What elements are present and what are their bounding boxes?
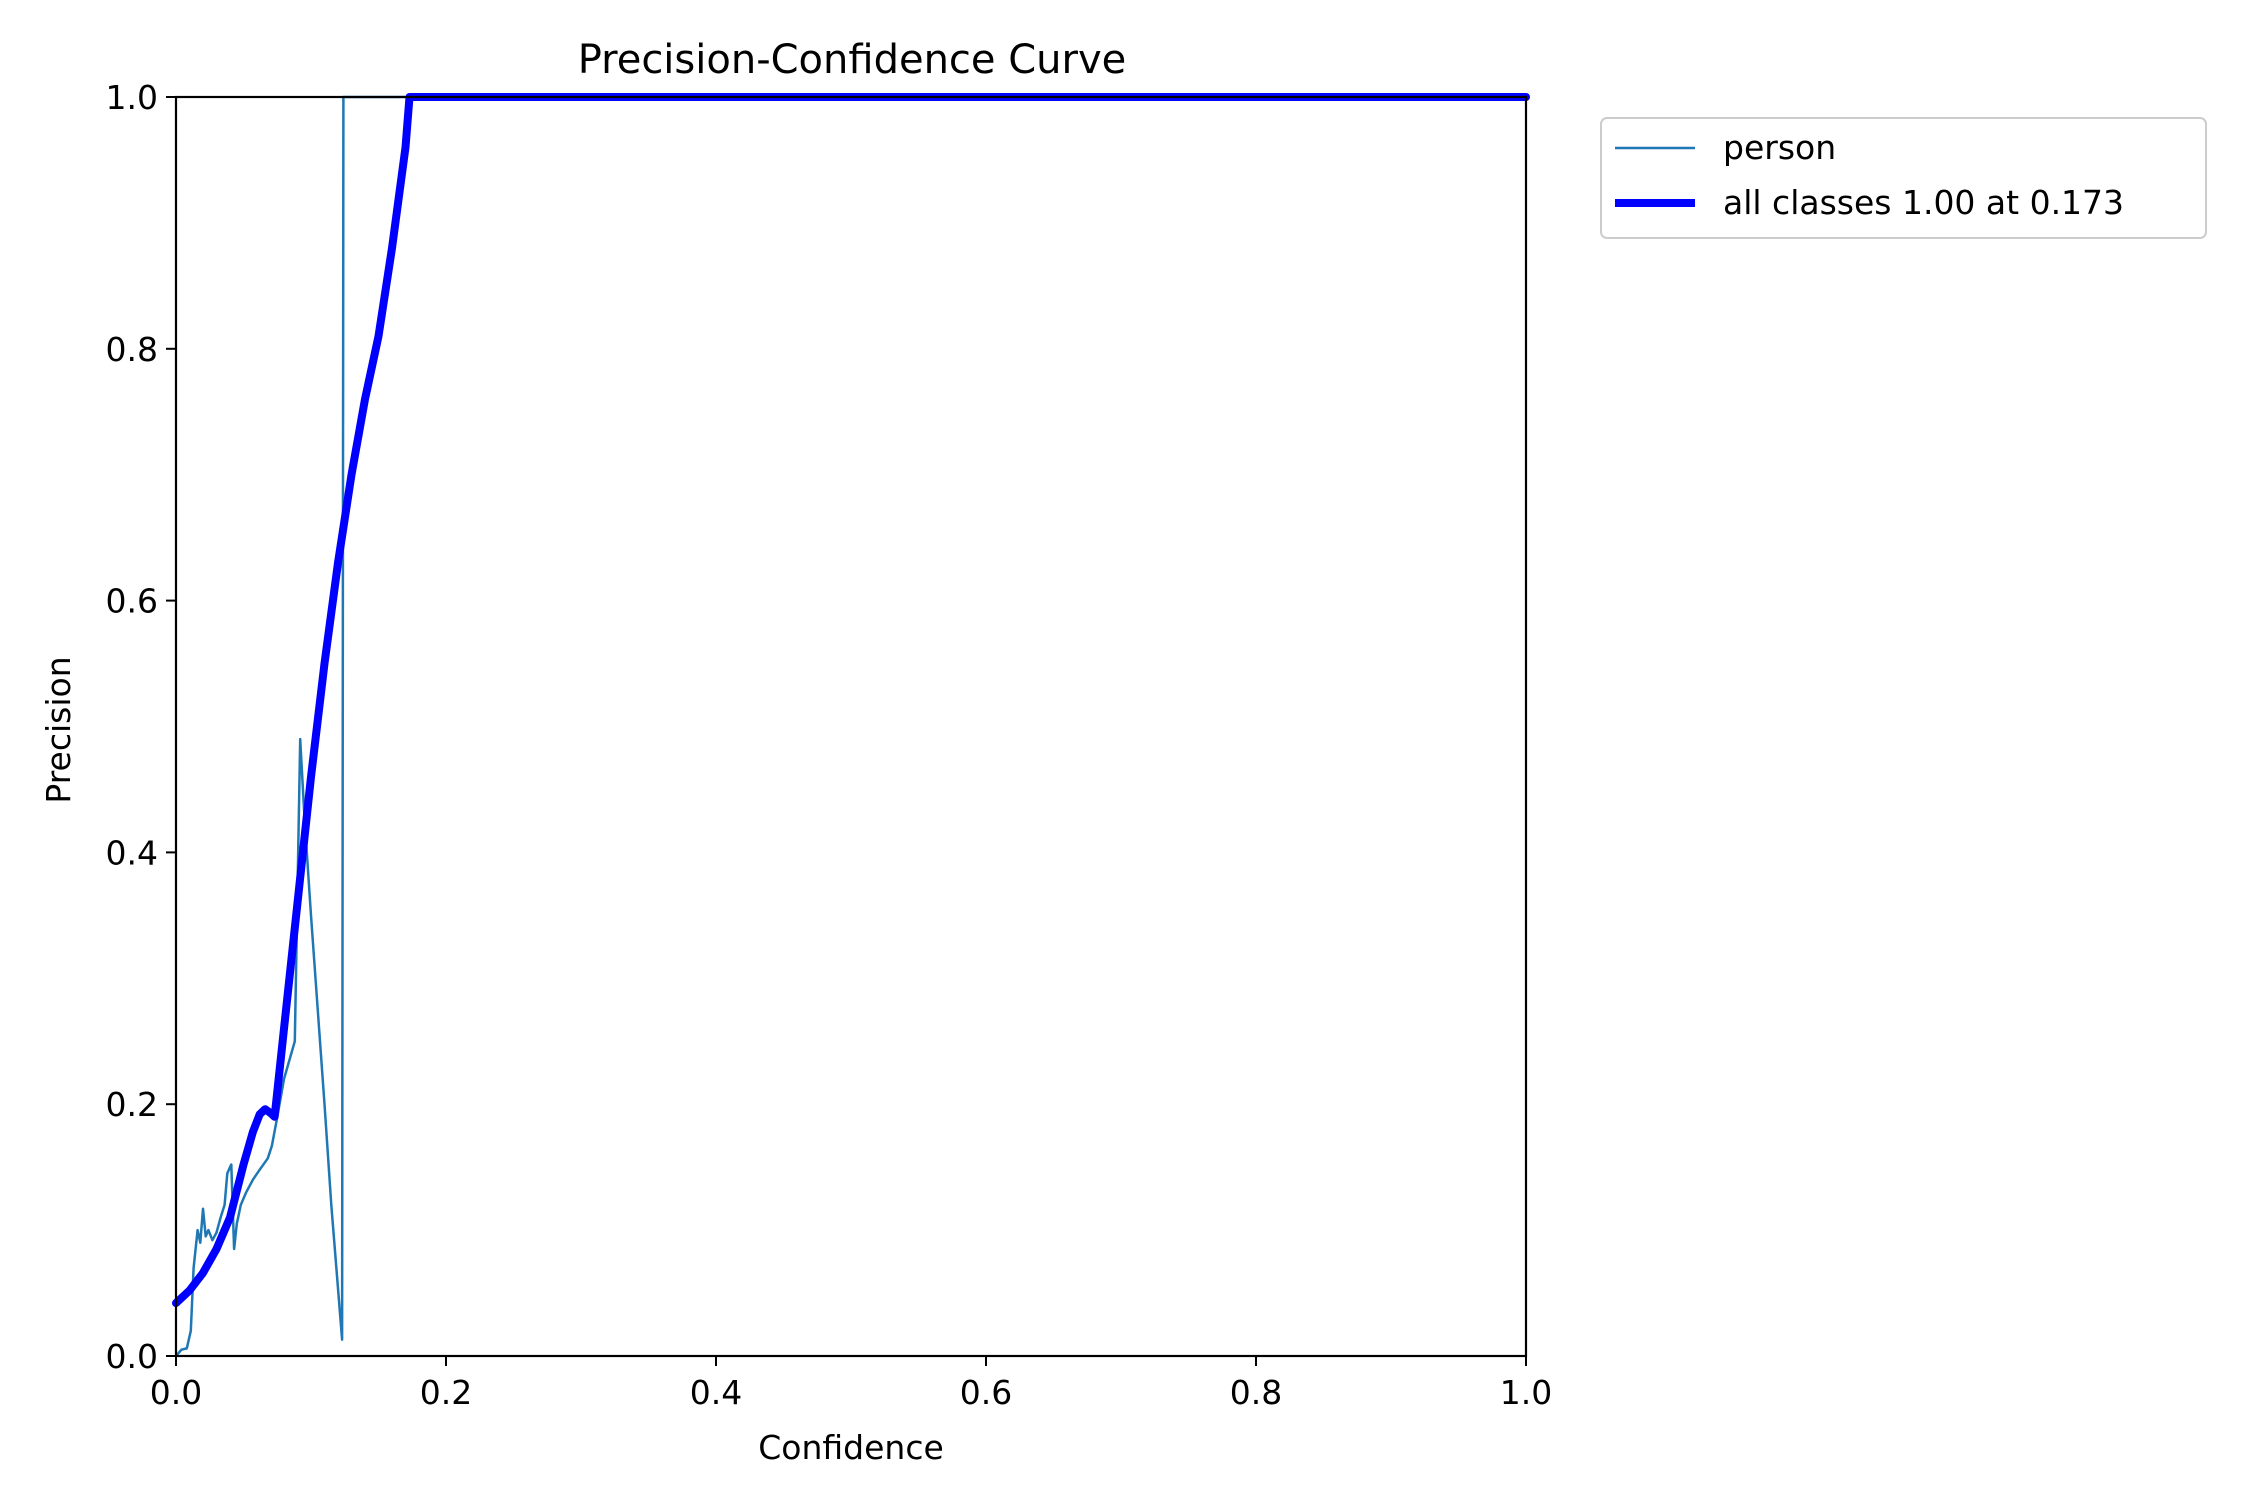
y-tick-label: 1.0 bbox=[106, 78, 158, 117]
series-line-all-classes bbox=[172, 93, 1530, 1308]
plot-lines bbox=[172, 93, 1530, 1358]
legend: person all classes 1.00 at 0.173 bbox=[1600, 117, 2207, 239]
legend-label-all-classes: all classes 1.00 at 0.173 bbox=[1723, 183, 2124, 222]
y-axis-label: Precision bbox=[39, 656, 78, 803]
chart-title: Precision-Confidence Curve bbox=[578, 37, 1127, 83]
x-tick-label: 1.0 bbox=[1500, 1373, 1552, 1412]
legend-box bbox=[1600, 117, 2207, 239]
y-tick-label: 0.6 bbox=[106, 582, 158, 621]
plot-frame bbox=[174, 95, 1528, 1358]
x-tick-label: 0.4 bbox=[690, 1373, 742, 1412]
x-tick-label: 0.2 bbox=[420, 1373, 472, 1412]
y-tick-label: 0.2 bbox=[106, 1085, 158, 1124]
x-tick-label: 0.6 bbox=[960, 1373, 1012, 1412]
y-tick-label: 0.8 bbox=[106, 330, 158, 369]
y-tick-label: 0.4 bbox=[106, 833, 158, 872]
series-line-person bbox=[174, 95, 1528, 1358]
x-tick-label: 0.0 bbox=[150, 1373, 202, 1412]
x-axis-ticks: 0.0 0.2 0.4 0.6 0.8 1.0 bbox=[150, 1356, 1552, 1412]
x-axis-label: Confidence bbox=[758, 1428, 944, 1467]
y-tick-label: 0.0 bbox=[106, 1337, 158, 1376]
x-tick-label: 0.8 bbox=[1230, 1373, 1282, 1412]
y-axis-ticks: 0.0 0.2 0.4 0.6 0.8 1.0 bbox=[106, 78, 176, 1376]
legend-label-person: person bbox=[1723, 128, 1836, 167]
